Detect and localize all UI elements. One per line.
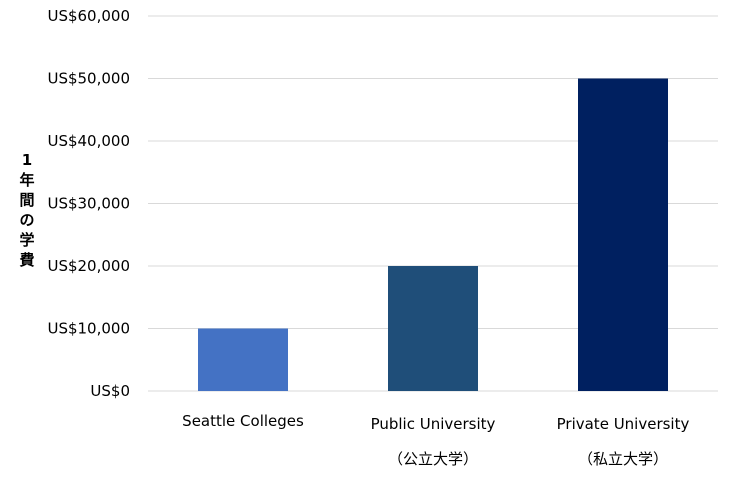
y-tick-label: US$50,000	[47, 70, 130, 88]
x-category-label: Private University	[557, 415, 690, 433]
bar	[388, 266, 478, 391]
y-tick-label: US$40,000	[47, 132, 130, 150]
x-axis-categories: Seattle Colleges Public University （公立大学） P…	[182, 412, 689, 468]
bar	[198, 328, 288, 391]
y-axis-label-char: 費	[19, 251, 34, 269]
bars	[198, 78, 668, 391]
y-axis-label-char: の	[19, 211, 34, 229]
y-tick-label: US$10,000	[47, 320, 130, 338]
x-category-label: （公立大学）	[388, 450, 478, 468]
y-tick-label: US$30,000	[47, 195, 130, 213]
y-tick-label: US$60,000	[47, 7, 130, 25]
x-category-label: Seattle Colleges	[182, 412, 304, 430]
x-category-label: （私立大学）	[578, 450, 668, 468]
y-axis-label-char: 1	[22, 151, 32, 169]
y-axis-ticks: US$0 US$10,000 US$20,000 US$30,000 US$40,000…	[47, 7, 130, 400]
bar	[578, 78, 668, 391]
x-category-label: Public University	[371, 415, 496, 433]
y-axis-label-char: 年	[19, 171, 34, 189]
y-axis-label-char: 学	[19, 231, 34, 249]
y-tick-label: US$20,000	[47, 257, 130, 275]
y-tick-label: US$0	[90, 382, 130, 400]
y-axis-label-char: 間	[19, 191, 34, 209]
